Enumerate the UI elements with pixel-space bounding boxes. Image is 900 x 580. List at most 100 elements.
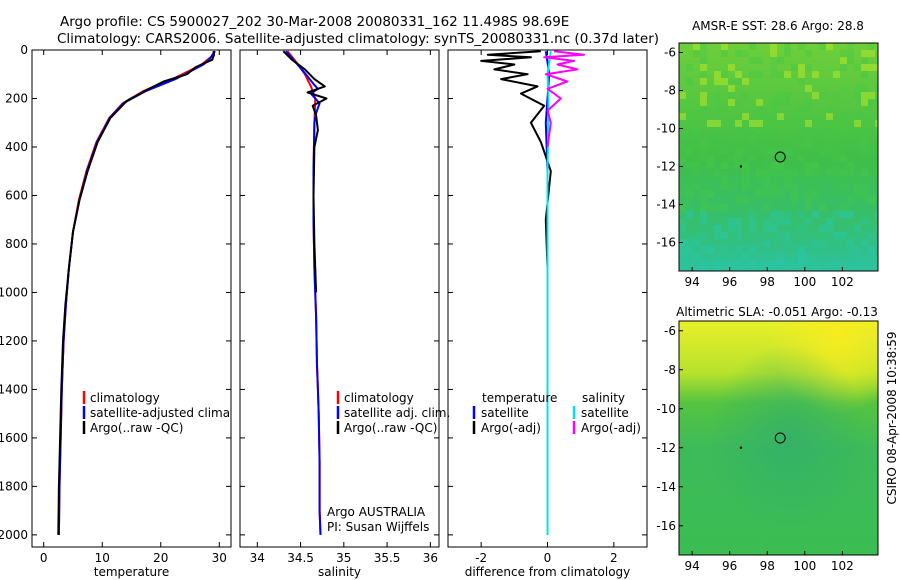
- difference-series-salinity-argo-adj: [543, 50, 585, 148]
- sla_map-y-tick-label: -6: [664, 324, 676, 338]
- temperature-x-tick-label: 20: [153, 551, 168, 565]
- sst-pixel: [749, 246, 756, 253]
- depth-tick-label: 800: [5, 237, 28, 251]
- annotation-argo-australia: Argo AUSTRALIA: [327, 505, 426, 519]
- sst-pixel: [721, 71, 728, 78]
- sst_map-float-marker: [774, 151, 786, 163]
- sst-pixel: [763, 218, 770, 225]
- sst-pixel: [714, 120, 721, 127]
- legend-group-title-salinity: salinity: [582, 391, 625, 405]
- sst-pixel: [791, 190, 798, 197]
- sst-pixel: [686, 253, 693, 260]
- sst-pixel: [812, 239, 819, 246]
- sst-pixel: [777, 232, 784, 239]
- sst-pixel: [756, 57, 763, 64]
- legend-label-argo: Argo(..raw -QC): [90, 421, 183, 435]
- sst-pixel: [686, 113, 693, 120]
- sst-pixel: [840, 50, 847, 57]
- sst-pixel: [847, 239, 854, 246]
- difference-x-axis-label: difference from climatology: [465, 565, 631, 579]
- sla_map-x-tick-label: 100: [793, 559, 816, 573]
- sst-pixel: [770, 183, 777, 190]
- sst-pixel: [840, 232, 847, 239]
- sst-pixel: [875, 99, 878, 106]
- sst-pixel: [784, 232, 791, 239]
- sst-pixel: [749, 71, 756, 78]
- sst-pixel: [861, 71, 868, 78]
- sst-pixel: [700, 141, 707, 148]
- sst_map-island-marker: [739, 165, 743, 168]
- sla_map-x-tick-label: 96: [722, 559, 737, 573]
- sst-pixel: [700, 155, 707, 162]
- sst-pixel: [798, 246, 805, 253]
- salinity-x-tick-label: 34.5: [287, 551, 314, 565]
- legend-label-sal-argo: Argo(-adj): [581, 421, 641, 435]
- sst-pixel: [777, 253, 784, 260]
- sst-pixel: [798, 260, 805, 267]
- sst-pixel: [861, 141, 868, 148]
- sst-pixel: [854, 64, 861, 71]
- sst-pixel: [826, 127, 833, 134]
- sst-pixel: [875, 120, 878, 127]
- sst-pixel: [840, 204, 847, 211]
- sst-pixel: [742, 162, 749, 169]
- sst-pixel: [875, 225, 878, 232]
- sst-pixel: [749, 218, 756, 225]
- sst-pixel: [868, 260, 875, 267]
- sst-pixel: [700, 50, 707, 57]
- sst-pixel: [770, 211, 777, 218]
- sst-pixel: [693, 155, 700, 162]
- sst-pixel: [749, 43, 756, 50]
- legend-label-climatology: climatology: [344, 391, 414, 405]
- sst-pixel: [819, 148, 826, 155]
- sst-pixel: [791, 183, 798, 190]
- sst-pixel: [770, 106, 777, 113]
- sst-pixel: [763, 155, 770, 162]
- sst-pixel: [868, 232, 875, 239]
- sst-pixel: [868, 246, 875, 253]
- sst-pixel: [714, 267, 721, 271]
- sst-pixel: [777, 57, 784, 64]
- difference-legend: temperature salinity satellite Argo(-adj…: [472, 391, 641, 435]
- sst-pixel: [707, 162, 714, 169]
- sst-pixel: [798, 155, 805, 162]
- sst-pixel: [714, 78, 721, 85]
- sst-pixel: [777, 218, 784, 225]
- sst-pixel: [777, 113, 784, 120]
- legend-label-climatology: climatology: [90, 391, 160, 405]
- depth-tick-label: 1400: [0, 382, 28, 396]
- sst-pixel: [770, 225, 777, 232]
- sst-pixel: [826, 106, 833, 113]
- sst-pixel: [742, 50, 749, 57]
- sst-pixel: [847, 50, 854, 57]
- sst-pixel: [770, 113, 777, 120]
- sst-pixel: [840, 127, 847, 134]
- sst-pixel: [833, 127, 840, 134]
- sla-map-title: Altimetric SLA: -0.051 Argo: -0.13: [676, 305, 878, 319]
- sst-pixel: [707, 155, 714, 162]
- sst-pixel: [805, 85, 812, 92]
- sst-pixel: [826, 267, 833, 271]
- sst-pixel: [728, 64, 735, 71]
- sst-pixel: [847, 43, 854, 50]
- sst-pixel: [777, 211, 784, 218]
- sst-pixel: [735, 232, 742, 239]
- sst-pixel: [756, 113, 763, 120]
- sst-pixel: [721, 50, 728, 57]
- sst-pixel: [805, 120, 812, 127]
- sst-pixel: [840, 155, 847, 162]
- sst-pixel: [742, 127, 749, 134]
- sst-pixel: [728, 99, 735, 106]
- depth-tick-label: 0: [20, 43, 28, 57]
- sst-pixel: [861, 190, 868, 197]
- sst-pixel: [735, 141, 742, 148]
- sst-pixel: [763, 190, 770, 197]
- sst-pixel: [763, 204, 770, 211]
- sst-pixel: [819, 225, 826, 232]
- salinity-x-axis-label: salinity: [318, 565, 361, 579]
- sst-pixel: [700, 204, 707, 211]
- sst-pixel: [861, 148, 868, 155]
- sst-pixel: [693, 50, 700, 57]
- difference-series-temperature-argo-adj: [480, 50, 552, 269]
